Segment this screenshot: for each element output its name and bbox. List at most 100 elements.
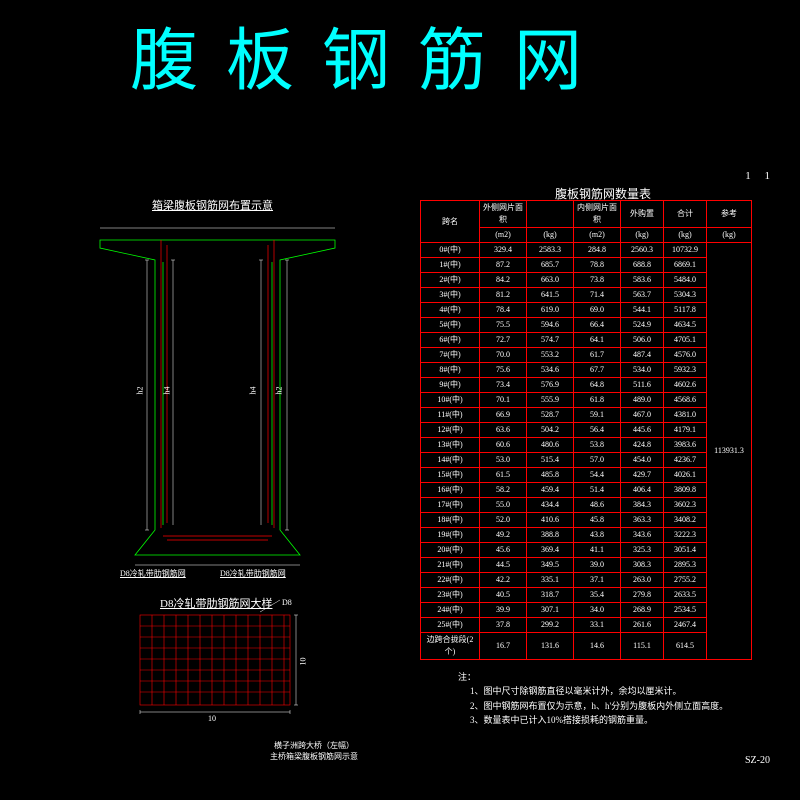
table-cell: 619.0 bbox=[527, 303, 574, 318]
table-cell: 3051.4 bbox=[664, 543, 707, 558]
table-cell: 329.4 bbox=[480, 243, 527, 258]
table-cell: 3983.6 bbox=[664, 438, 707, 453]
table-cell: 614.5 bbox=[664, 633, 707, 660]
table-cell: 263.0 bbox=[621, 573, 664, 588]
th-u: (kg) bbox=[527, 228, 574, 243]
table-cell: 21#(中) bbox=[421, 558, 480, 573]
table-cell: 410.6 bbox=[527, 513, 574, 528]
table-cell: 576.9 bbox=[527, 378, 574, 393]
table-cell: 81.2 bbox=[480, 288, 527, 303]
table-cell: 25#(中) bbox=[421, 618, 480, 633]
table-cell: 487.4 bbox=[621, 348, 664, 363]
table-cell: 17#(中) bbox=[421, 498, 480, 513]
th bbox=[527, 201, 574, 228]
table-row: 10#(中)70.1555.961.8489.04568.6 bbox=[421, 393, 752, 408]
table-cell: 685.7 bbox=[527, 258, 574, 273]
table-cell: 51.4 bbox=[574, 483, 621, 498]
table-cell: 369.4 bbox=[527, 543, 574, 558]
table-cell: 459.4 bbox=[527, 483, 574, 498]
page-num: 1 1 bbox=[745, 170, 770, 182]
table-cell: 34.0 bbox=[574, 603, 621, 618]
table-cell: 553.2 bbox=[527, 348, 574, 363]
table-row: 5#(中)75.5594.666.4524.94634.5 bbox=[421, 318, 752, 333]
table-cell: 54.4 bbox=[574, 468, 621, 483]
notes-header: 注： bbox=[458, 670, 728, 684]
table-cell: 42.2 bbox=[480, 573, 527, 588]
table-cell: 66.4 bbox=[574, 318, 621, 333]
table-cell: 2633.5 bbox=[664, 588, 707, 603]
table-cell: 14#(中) bbox=[421, 453, 480, 468]
mesh-title: D8冷轧带肋钢筋网大样 bbox=[160, 595, 272, 611]
table-cell: 2583.3 bbox=[527, 243, 574, 258]
table-cell: 14.6 bbox=[574, 633, 621, 660]
left-mesh-label: D8冷轧带肋钢筋网 bbox=[120, 568, 186, 579]
table-cell: 4236.7 bbox=[664, 453, 707, 468]
table-cell: 37.8 bbox=[480, 618, 527, 633]
total-cell: 113931.3 bbox=[707, 243, 752, 660]
table-cell: 268.9 bbox=[621, 603, 664, 618]
table-cell: 78.4 bbox=[480, 303, 527, 318]
table-cell: 574.7 bbox=[527, 333, 574, 348]
table-cell: 60.6 bbox=[480, 438, 527, 453]
table-cell: 4602.6 bbox=[664, 378, 707, 393]
table-cell: 69.0 bbox=[574, 303, 621, 318]
table-cell: 66.9 bbox=[480, 408, 527, 423]
table-cell: 343.6 bbox=[621, 528, 664, 543]
table-row: 17#(中)55.0434.448.6384.33602.3 bbox=[421, 498, 752, 513]
table-cell: 4179.1 bbox=[664, 423, 707, 438]
table-cell: 19#(中) bbox=[421, 528, 480, 543]
table-cell: 20#(中) bbox=[421, 543, 480, 558]
table-cell: 39.9 bbox=[480, 603, 527, 618]
table-cell: 563.7 bbox=[621, 288, 664, 303]
table-row: 6#(中)72.7574.764.1506.04705.1 bbox=[421, 333, 752, 348]
table-cell: 49.2 bbox=[480, 528, 527, 543]
table-cell: 363.3 bbox=[621, 513, 664, 528]
mesh-d8-label: D8 bbox=[282, 598, 292, 607]
table-cell: 5117.8 bbox=[664, 303, 707, 318]
table-cell: 506.0 bbox=[621, 333, 664, 348]
table-cell: 6869.1 bbox=[664, 258, 707, 273]
table-row: 11#(中)66.9528.759.1467.04381.0 bbox=[421, 408, 752, 423]
table-row: 25#(中)37.8299.233.1261.62467.4 bbox=[421, 618, 752, 633]
table-cell: 71.4 bbox=[574, 288, 621, 303]
table-cell: 23#(中) bbox=[421, 588, 480, 603]
table-cell: 4576.0 bbox=[664, 348, 707, 363]
table-cell: 485.8 bbox=[527, 468, 574, 483]
table-cell: 318.7 bbox=[527, 588, 574, 603]
table-cell: 61.7 bbox=[574, 348, 621, 363]
table-cell: 467.0 bbox=[621, 408, 664, 423]
table-row: 9#(中)73.4576.964.8511.64602.6 bbox=[421, 378, 752, 393]
table-row: 4#(中)78.4619.069.0544.15117.8 bbox=[421, 303, 752, 318]
table-cell: 2560.3 bbox=[621, 243, 664, 258]
table-cell: 40.5 bbox=[480, 588, 527, 603]
table-cell: 511.6 bbox=[621, 378, 664, 393]
drawing-number: SZ-20 bbox=[745, 755, 770, 766]
table-row: 20#(中)45.6369.441.1325.33051.4 bbox=[421, 543, 752, 558]
table-cell: 406.4 bbox=[621, 483, 664, 498]
table-cell: 528.7 bbox=[527, 408, 574, 423]
table-cell: 2467.4 bbox=[664, 618, 707, 633]
table-row: 15#(中)61.5485.854.4429.74026.1 bbox=[421, 468, 752, 483]
table-cell: 4381.0 bbox=[664, 408, 707, 423]
table-cell: 39.0 bbox=[574, 558, 621, 573]
table-cell: 75.6 bbox=[480, 363, 527, 378]
footer: 横子洲跨大桥（左幅） 主桥箱梁腹板钢筋网示意 bbox=[270, 740, 358, 762]
mesh-dim-h: 10 bbox=[208, 714, 216, 723]
table-cell: 22#(中) bbox=[421, 573, 480, 588]
table-cell: 4705.1 bbox=[664, 333, 707, 348]
table-cell: 335.1 bbox=[527, 573, 574, 588]
table-cell: 53.0 bbox=[480, 453, 527, 468]
table-cell: 57.0 bbox=[574, 453, 621, 468]
note-1: 1、图中尺寸除钢筋直径以毫米计外，余均以厘米计。 bbox=[470, 684, 728, 698]
table-row: 12#(中)63.6504.256.4445.64179.1 bbox=[421, 423, 752, 438]
table-cell: 12#(中) bbox=[421, 423, 480, 438]
table-cell: 279.8 bbox=[621, 588, 664, 603]
table-cell: 59.1 bbox=[574, 408, 621, 423]
section-title: 箱梁腹板钢筋网布置示意 bbox=[152, 197, 273, 213]
th: 外侧网片面积 bbox=[480, 201, 527, 228]
table-cell: 45.6 bbox=[480, 543, 527, 558]
table-cell: 边跨合拢段(2个) bbox=[421, 633, 480, 660]
th: 内侧网片面积 bbox=[574, 201, 621, 228]
table-cell: 454.0 bbox=[621, 453, 664, 468]
table-cell: 4026.1 bbox=[664, 468, 707, 483]
